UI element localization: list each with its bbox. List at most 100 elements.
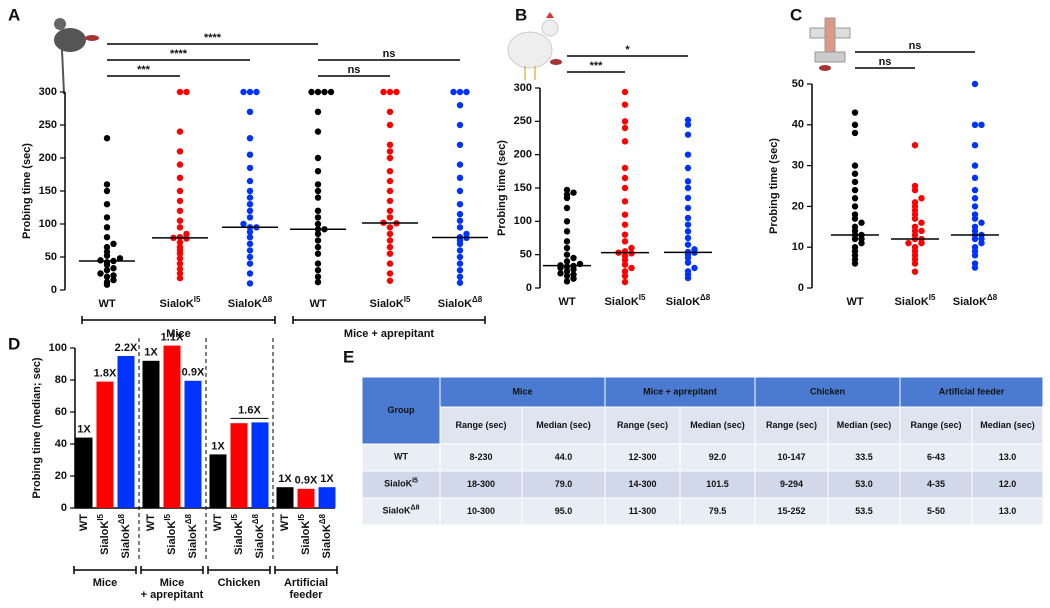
point bbox=[621, 174, 629, 182]
point bbox=[563, 228, 571, 235]
point bbox=[393, 88, 400, 96]
x-tick-label-base: SialoK bbox=[166, 521, 178, 555]
point bbox=[246, 260, 254, 267]
point bbox=[563, 218, 571, 225]
fold-label: 2.2X bbox=[115, 342, 138, 354]
point bbox=[851, 121, 859, 128]
point bbox=[176, 260, 184, 267]
table-cell: 6-43 bbox=[927, 452, 945, 462]
point bbox=[971, 203, 979, 210]
x-tick-label: SialoKI5 bbox=[297, 513, 312, 554]
point bbox=[103, 273, 111, 280]
x-tick-label-base: WT bbox=[558, 296, 575, 308]
point bbox=[456, 217, 464, 224]
point bbox=[684, 164, 692, 172]
fold-label: 1X bbox=[77, 424, 91, 436]
point bbox=[246, 234, 254, 241]
x-tick-label: SialoKI5 bbox=[230, 513, 245, 554]
fold-label: 0.9X bbox=[182, 367, 205, 379]
x-tick-label: WT bbox=[212, 514, 224, 531]
y-tick-label: 250 bbox=[514, 115, 532, 127]
x-tick-label-sup: I5 bbox=[297, 513, 306, 520]
point bbox=[386, 88, 394, 96]
y-tick-label: 0 bbox=[61, 502, 67, 514]
point bbox=[684, 228, 692, 235]
point bbox=[103, 201, 111, 208]
point bbox=[176, 197, 184, 205]
point bbox=[621, 211, 629, 218]
x-tick-label-base: SialoK bbox=[228, 298, 262, 310]
point bbox=[684, 214, 692, 222]
group-label: feeder bbox=[289, 589, 323, 601]
point bbox=[851, 129, 859, 137]
point bbox=[691, 264, 698, 272]
point bbox=[456, 273, 464, 280]
table-cell-cell bbox=[679, 497, 756, 526]
table-row-header: SialoKI5 bbox=[384, 478, 418, 489]
point bbox=[570, 271, 577, 278]
x-tick-label: SialoKI5 bbox=[96, 513, 111, 554]
x-tick-label: SialoKI5 bbox=[163, 513, 178, 554]
point bbox=[463, 230, 470, 238]
significance-label: ns bbox=[383, 48, 396, 60]
point bbox=[176, 128, 184, 135]
point bbox=[386, 108, 394, 116]
point bbox=[450, 88, 457, 96]
point bbox=[456, 279, 464, 286]
point bbox=[563, 186, 571, 194]
significance-label: **** bbox=[204, 32, 222, 44]
y-tick-label: 80 bbox=[55, 374, 67, 386]
x-tick-label: SialoKΔ8 bbox=[953, 293, 998, 308]
point bbox=[621, 184, 629, 192]
table-corner: Group bbox=[388, 405, 415, 415]
point bbox=[308, 88, 315, 96]
x-tick-label: SialoKΔ8 bbox=[318, 513, 333, 558]
table-row-header-part: SialoK bbox=[384, 479, 413, 489]
point bbox=[103, 267, 111, 274]
point bbox=[103, 135, 111, 142]
x-tick-label: WT bbox=[78, 514, 90, 531]
table-cell-cell bbox=[899, 443, 973, 472]
table-subheader: Range (sec) bbox=[455, 420, 506, 430]
point bbox=[621, 231, 629, 238]
point bbox=[918, 227, 925, 235]
point bbox=[246, 201, 254, 208]
table-cell-cell bbox=[827, 470, 901, 499]
table-row-header: WT bbox=[394, 452, 408, 462]
x-tick-label: SialoKΔ8 bbox=[438, 295, 483, 310]
table-group-header-cell bbox=[604, 376, 756, 408]
table-cell: 10-147 bbox=[777, 452, 805, 462]
point bbox=[684, 268, 692, 275]
point bbox=[621, 238, 629, 245]
table-cell: 18-300 bbox=[467, 479, 495, 489]
bar bbox=[318, 487, 336, 508]
table-cell-cell bbox=[971, 470, 1044, 499]
point bbox=[103, 181, 111, 188]
table-subheader-cell bbox=[827, 406, 901, 445]
point bbox=[456, 102, 464, 109]
point bbox=[563, 268, 571, 275]
point bbox=[386, 250, 394, 257]
y-tick-label: 250 bbox=[39, 119, 57, 131]
point bbox=[386, 270, 394, 277]
x-tick-label-base: SialoK bbox=[953, 296, 987, 308]
point bbox=[971, 80, 979, 88]
point bbox=[327, 88, 335, 96]
fold-label: 1.8X bbox=[94, 368, 117, 380]
table-subheader: Range (sec) bbox=[617, 420, 668, 430]
point bbox=[246, 108, 254, 116]
point bbox=[684, 241, 692, 248]
point bbox=[386, 168, 394, 175]
table-cell: 14-300 bbox=[628, 479, 656, 489]
point bbox=[176, 270, 184, 277]
point bbox=[103, 234, 111, 241]
point bbox=[110, 276, 117, 284]
point bbox=[314, 260, 322, 267]
table-row-header-part: Δ8 bbox=[411, 505, 420, 512]
table-group-header-cell bbox=[899, 376, 1044, 408]
x-tick-label-base: SialoK bbox=[187, 524, 199, 558]
point bbox=[103, 214, 111, 221]
point bbox=[456, 247, 464, 254]
table-cell: 53.0 bbox=[855, 479, 873, 489]
